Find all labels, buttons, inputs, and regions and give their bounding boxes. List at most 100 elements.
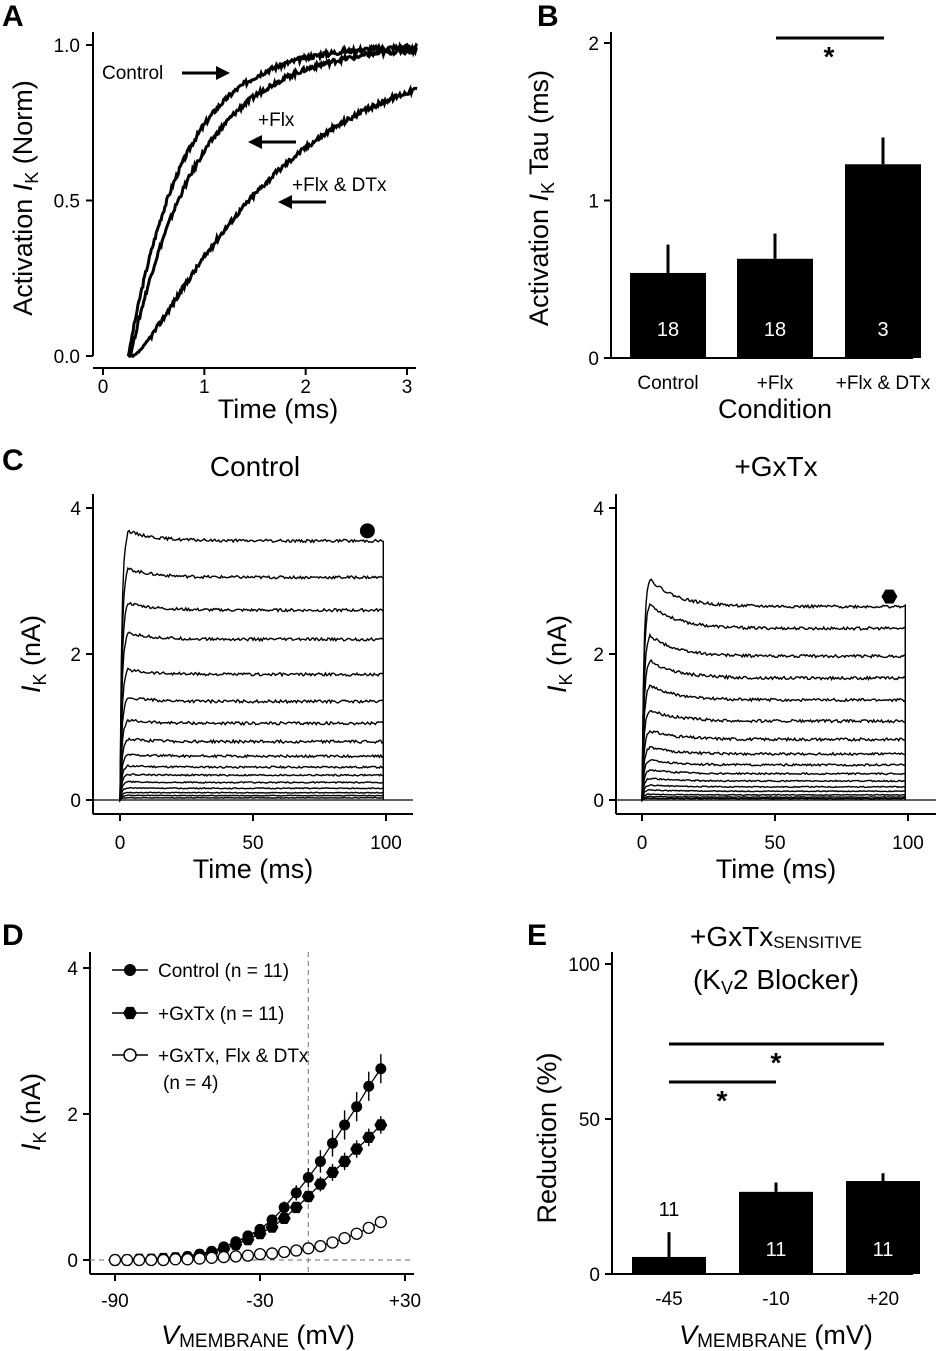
c1-trace bbox=[119, 566, 384, 802]
a-annotation-control: Control bbox=[102, 63, 163, 84]
d-point-gxtx bbox=[265, 1221, 279, 1233]
c1-trace bbox=[119, 529, 384, 800]
e-significance-star: * bbox=[771, 1047, 782, 1078]
d-point-gxtx bbox=[229, 1239, 243, 1251]
e-bar-n: 11 bbox=[766, 1239, 787, 1261]
e-ytick: 50 bbox=[579, 1110, 600, 1131]
d-point-gxtx-flx-dtx bbox=[314, 1239, 327, 1253]
a-ytick: 0.0 bbox=[54, 347, 80, 368]
c-gxtx-title: +GxTx bbox=[734, 451, 817, 482]
c1-trace bbox=[119, 718, 384, 801]
a-ytick: 0.5 bbox=[54, 192, 80, 213]
b-bar-n: 18 bbox=[764, 319, 786, 341]
e-xlabel: VMEMBRANE (mV) bbox=[679, 1320, 873, 1351]
e-category: -45 bbox=[655, 1289, 682, 1310]
e-bar bbox=[846, 1181, 920, 1274]
d-xtick: -90 bbox=[101, 1291, 128, 1312]
panel-label-d: D bbox=[2, 919, 24, 952]
a-annotation-flx-dtx: +Flx & DTx bbox=[292, 175, 387, 196]
e-significance-star: * bbox=[717, 1085, 728, 1116]
c2-xlabel: Time (ms) bbox=[716, 854, 836, 884]
d-point-gxtx-flx-dtx bbox=[145, 1253, 158, 1267]
c2-trace bbox=[641, 783, 906, 800]
c2-ytick: 2 bbox=[593, 645, 604, 666]
b-category: Control bbox=[637, 373, 698, 394]
panel-e-chart: +GxTxSENSITIVE (KV2 Blocker) 0 50 100 -4… bbox=[532, 921, 920, 1351]
a-arrows bbox=[182, 66, 326, 209]
c2-xtick: 0 bbox=[637, 833, 648, 854]
d-point-gxtx-flx-dtx bbox=[157, 1253, 170, 1267]
c2-trace bbox=[641, 758, 906, 800]
legend-marker-control bbox=[124, 964, 136, 976]
d-point-gxtx-flx-dtx bbox=[108, 1253, 122, 1267]
c2-trace bbox=[641, 795, 906, 803]
panel-label-c: C bbox=[2, 444, 24, 477]
c2-trace bbox=[641, 793, 906, 801]
d-point-gxtx bbox=[338, 1155, 352, 1168]
c2-trace bbox=[641, 684, 906, 802]
e-ylabel: Reduction (%) bbox=[532, 1052, 562, 1223]
d-point-gxtx bbox=[362, 1131, 376, 1143]
e-category: -10 bbox=[762, 1289, 789, 1310]
d-point-gxtx bbox=[241, 1233, 255, 1246]
c2-ylabel: IK (nA) bbox=[542, 615, 576, 693]
c-control-title: Control bbox=[210, 451, 300, 482]
c2-trace bbox=[641, 578, 906, 802]
panel-label-a: A bbox=[2, 0, 24, 33]
legend-gxtx-flx-dtx-n: (n = 4) bbox=[163, 1073, 218, 1094]
c1-trace bbox=[119, 667, 384, 800]
d-point-control bbox=[363, 1080, 375, 1092]
d-point-gxtx-flx-dtx bbox=[181, 1253, 194, 1266]
d-point-gxtx bbox=[374, 1119, 388, 1131]
c1-trace bbox=[119, 737, 384, 801]
e-category: +20 bbox=[867, 1289, 899, 1310]
c2-trace bbox=[641, 797, 906, 801]
c1-trace bbox=[119, 780, 384, 801]
a-ytick: 1.0 bbox=[54, 36, 80, 57]
c1-xtick: 50 bbox=[242, 833, 263, 854]
c2-ytick: 0 bbox=[593, 791, 604, 812]
e-ytick: 100 bbox=[568, 955, 600, 976]
arrow-head bbox=[216, 66, 230, 80]
d-point-gxtx-flx-dtx bbox=[278, 1245, 291, 1259]
c2-trace bbox=[641, 788, 906, 800]
c2-trace bbox=[641, 709, 906, 801]
d-ytick: 4 bbox=[67, 959, 78, 980]
d-point-gxtx-flx-dtx bbox=[326, 1236, 339, 1249]
d-point-gxtx bbox=[277, 1212, 291, 1224]
panel-d-chart: -90 -30 +30 0 2 4 Control (n = 11) +GxTx… bbox=[16, 952, 421, 1351]
b-bar bbox=[630, 272, 706, 358]
d-point-gxtx bbox=[301, 1190, 315, 1203]
c1-xtick: 100 bbox=[370, 833, 402, 854]
a-ylabel: Activation IK (Norm) bbox=[8, 80, 42, 316]
c1-ytick: 0 bbox=[70, 791, 81, 812]
panel-c-control-chart: Control 0 50 100 0 2 4 Time (ms) IK (nA) bbox=[16, 451, 413, 884]
panel-c-gxtx-chart: +GxTx 0 50 100 0 2 4 Time (ms) IK (nA) bbox=[542, 451, 936, 884]
d-point-gxtx-flx-dtx bbox=[133, 1253, 146, 1267]
d-point-control bbox=[375, 1063, 387, 1075]
panel-label-e: E bbox=[527, 919, 547, 952]
panel-b-chart: 0 1 2 Control +Flx +Flx & DTx 18 18 3 Co… bbox=[524, 32, 931, 424]
d-point-gxtx-flx-dtx bbox=[205, 1251, 218, 1264]
b-ytick: 0 bbox=[588, 349, 599, 370]
c2-trace bbox=[641, 602, 906, 801]
b-bar-n: 3 bbox=[877, 319, 888, 341]
c1-trace bbox=[119, 791, 384, 800]
d-point-gxtx-flx-dtx bbox=[193, 1252, 206, 1265]
d-point-gxtx-flx-dtx bbox=[265, 1247, 279, 1260]
c2-marker-hexagon bbox=[881, 589, 898, 604]
d-point-gxtx-flx-dtx bbox=[290, 1244, 303, 1257]
b-xlabel: Condition bbox=[718, 394, 832, 424]
e-bar-n: 11 bbox=[659, 1199, 680, 1221]
d-point-gxtx-flx-dtx bbox=[169, 1253, 182, 1266]
d-xtick: +30 bbox=[389, 1291, 421, 1312]
d-point-gxtx-flx-dtx bbox=[338, 1231, 351, 1245]
c1-xtick: 0 bbox=[115, 833, 126, 854]
d-point-gxtx-flx-dtx bbox=[362, 1221, 375, 1235]
c1-trace bbox=[119, 697, 384, 800]
a-xtick: 3 bbox=[402, 377, 413, 398]
d-xlabel: VMEMBRANE (mV) bbox=[161, 1320, 355, 1351]
d-point-control bbox=[339, 1119, 351, 1131]
c2-trace bbox=[641, 777, 906, 801]
c1-trace bbox=[119, 753, 384, 800]
